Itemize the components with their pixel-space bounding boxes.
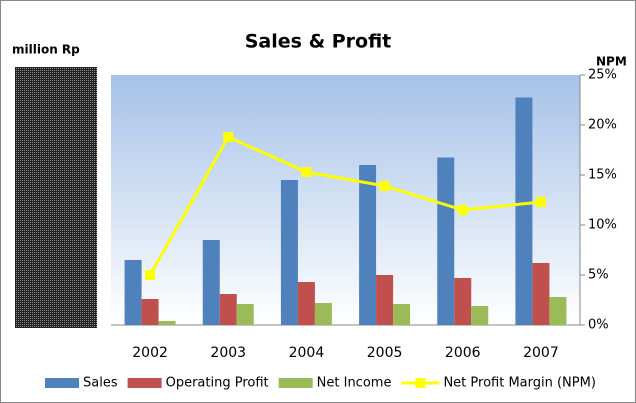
legend-swatch <box>127 378 162 388</box>
y2-axis-label: NPM <box>596 55 627 69</box>
bar <box>202 240 220 325</box>
bar <box>219 294 237 325</box>
plot-area <box>111 75 580 325</box>
legend-label: Sales <box>83 376 118 391</box>
legend-swatch <box>415 378 426 388</box>
y-axis-label: million Rp <box>12 43 80 57</box>
legend-swatch <box>45 378 79 388</box>
y2-tick-label: 20% <box>588 118 617 133</box>
bar <box>236 304 254 325</box>
bar <box>471 306 489 325</box>
x-tick-label: 2002 <box>132 345 168 361</box>
bar <box>280 180 298 325</box>
y2-tick-label: 25% <box>588 68 617 83</box>
y2-tick-label: 0% <box>588 318 609 333</box>
obscured-axis <box>15 67 97 328</box>
marker <box>457 205 468 215</box>
bar <box>124 260 142 325</box>
x-tick-label: 2006 <box>445 345 481 361</box>
y2-tick-label: 5% <box>588 268 609 283</box>
bar <box>297 282 315 325</box>
bar <box>454 278 472 325</box>
marker <box>379 181 390 191</box>
marker <box>145 270 156 280</box>
line <box>148 135 542 276</box>
x-tick-label: 2007 <box>523 345 559 361</box>
bar <box>141 299 159 325</box>
x-tick-label: 2004 <box>289 345 325 361</box>
y2-tick-label: 10% <box>588 218 617 233</box>
marker <box>301 167 312 177</box>
bar <box>158 321 176 325</box>
bar <box>549 297 567 325</box>
bar <box>393 304 411 325</box>
bar <box>532 263 550 325</box>
legend-label: Operating Profit <box>166 376 269 391</box>
x-tick-label: 2003 <box>210 345 246 361</box>
bar <box>314 303 332 325</box>
legend-swatch <box>278 378 313 388</box>
marker <box>535 197 546 207</box>
marker <box>223 132 234 142</box>
x-tick-label: 2005 <box>367 345 403 361</box>
bar <box>515 97 533 325</box>
y2-tick-label: 15% <box>588 168 617 183</box>
bar <box>376 275 394 325</box>
bar <box>437 157 455 325</box>
bar <box>359 165 377 325</box>
chart-title: Sales & Profit <box>245 31 392 53</box>
legend-label: Net Income <box>317 376 392 391</box>
legend-label: Net Profit Margin (NPM) <box>443 376 595 391</box>
